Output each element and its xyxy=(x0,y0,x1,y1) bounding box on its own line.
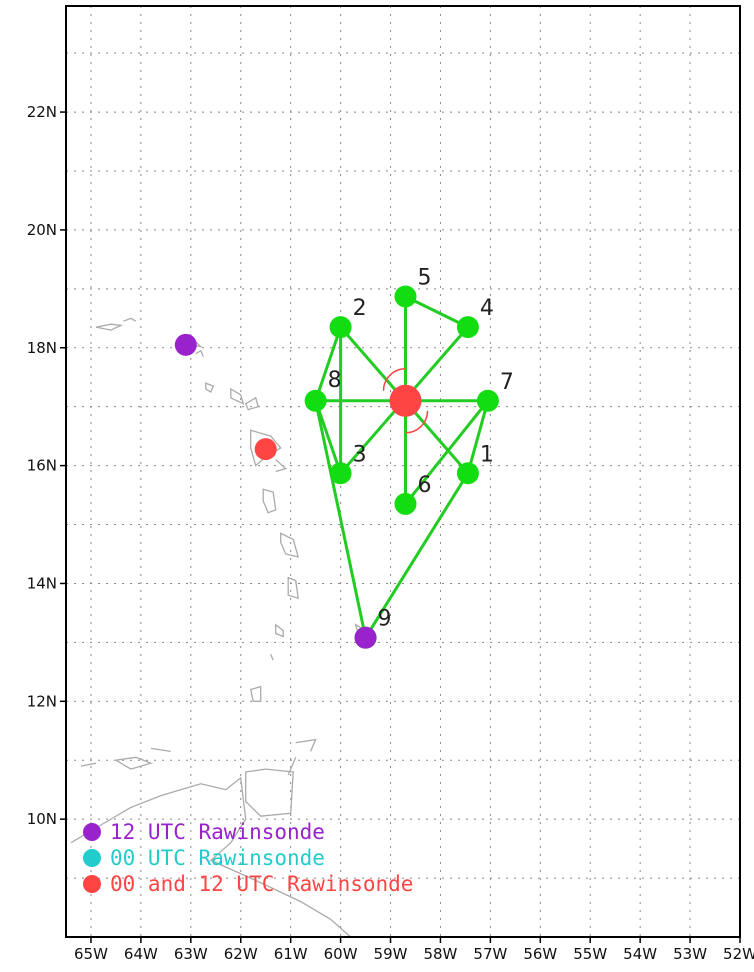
lon-tick-label: 54W xyxy=(623,945,657,963)
dropsonde-point-1 xyxy=(456,462,479,485)
coastline xyxy=(113,756,153,770)
flight-point-label-4: 4 xyxy=(480,296,494,321)
dropsonde-point-7 xyxy=(476,389,499,412)
flight-point-label-3: 3 xyxy=(353,442,367,467)
flight-leg xyxy=(314,400,368,638)
lat-tick-label: 10N xyxy=(27,810,57,828)
legend-label: 12 UTC Rawinsonde xyxy=(110,820,325,844)
lon-tick-label: 61W xyxy=(274,945,308,963)
rawinsonde-station xyxy=(174,333,197,356)
lon-tick-label: 59W xyxy=(374,945,408,963)
lon-tick-label: 53W xyxy=(673,945,707,963)
grid-lines xyxy=(66,6,741,937)
coastlines xyxy=(70,317,369,938)
coastline xyxy=(205,382,215,393)
coastline xyxy=(195,349,204,357)
dropsonde-point-6 xyxy=(394,492,417,515)
lon-tick-label: 62W xyxy=(224,945,258,963)
lon-tick-label: 55W xyxy=(573,945,607,963)
lon-tick-label: 64W xyxy=(124,945,158,963)
flight-point-label-6: 6 xyxy=(417,473,431,498)
rawinsonde-station xyxy=(254,438,277,461)
legend-label: 00 UTC Rawinsonde xyxy=(110,846,325,870)
dropsonde-point-3 xyxy=(329,462,352,485)
coastline xyxy=(275,623,284,638)
flight-point-label-8: 8 xyxy=(328,368,342,393)
lon-tick-label: 57W xyxy=(473,945,507,963)
coastline xyxy=(287,757,297,776)
lon-tick-label: 52W xyxy=(723,945,754,963)
lat-tick-label: 16N xyxy=(27,457,57,475)
lon-tick-label: 65W xyxy=(74,945,108,963)
coastline xyxy=(150,747,171,753)
dropsonde-point-5 xyxy=(394,285,417,308)
axis-labels: 65W 64W 63W 62W 61W 60W 59W 58W 57W 56W 55W 54W 53W 5… xyxy=(27,103,754,963)
flight-leg xyxy=(404,295,469,329)
flight-point-label-7: 7 xyxy=(500,370,514,395)
lat-tick-label: 14N xyxy=(27,574,57,592)
lon-tick-label: 63W xyxy=(174,945,208,963)
dropsonde-point-4 xyxy=(456,316,479,339)
coastline xyxy=(244,396,260,411)
legend-marker xyxy=(83,875,101,893)
dropsonde-point-8 xyxy=(304,389,327,412)
coastline xyxy=(275,459,288,473)
flight-point-label-9: 9 xyxy=(378,607,392,632)
map-frame xyxy=(65,5,741,938)
flight-points xyxy=(174,285,499,649)
legend-marker xyxy=(83,823,101,841)
flight-point-labels: 1 2 3 4 5 6 7 8 9 xyxy=(328,265,514,631)
legend-label: 00 and 12 UTC Rawinsonde xyxy=(110,872,413,896)
coastline xyxy=(295,738,317,752)
coastline xyxy=(245,768,294,817)
coastline xyxy=(249,685,262,702)
lat-tick-label: 18N xyxy=(27,339,57,357)
coastline xyxy=(280,532,300,558)
flight-point-label-2: 2 xyxy=(353,296,367,321)
legend-marker xyxy=(83,849,101,867)
coastline xyxy=(287,576,299,600)
coastline xyxy=(95,323,124,331)
lat-tick-label: 22N xyxy=(27,103,57,121)
flight-point-label-5: 5 xyxy=(417,265,431,290)
flight-leg xyxy=(314,400,343,474)
coastline xyxy=(230,387,245,405)
coastline xyxy=(70,776,352,938)
lon-tick-label: 60W xyxy=(324,945,358,963)
lat-tick-label: 12N xyxy=(27,692,57,710)
storm-center-marker xyxy=(389,384,422,417)
storm-symbol-arc xyxy=(405,410,429,434)
lat-tick-label: 20N xyxy=(27,221,57,239)
flight-leg xyxy=(404,399,490,505)
coastline xyxy=(123,317,137,322)
flight-leg xyxy=(466,400,490,474)
lon-tick-label: 58W xyxy=(423,945,457,963)
flight-leg xyxy=(314,326,343,402)
flight-point-label-1: 1 xyxy=(480,442,494,467)
flight-leg xyxy=(364,472,470,639)
rawinsonde-station-point-9 xyxy=(354,626,377,649)
coastline xyxy=(262,488,277,514)
coastline xyxy=(80,762,97,767)
coastline xyxy=(270,653,274,661)
storm-symbol-arc xyxy=(382,368,406,391)
lon-tick-label: 56W xyxy=(523,945,557,963)
dropsonde-point-2 xyxy=(329,316,352,339)
